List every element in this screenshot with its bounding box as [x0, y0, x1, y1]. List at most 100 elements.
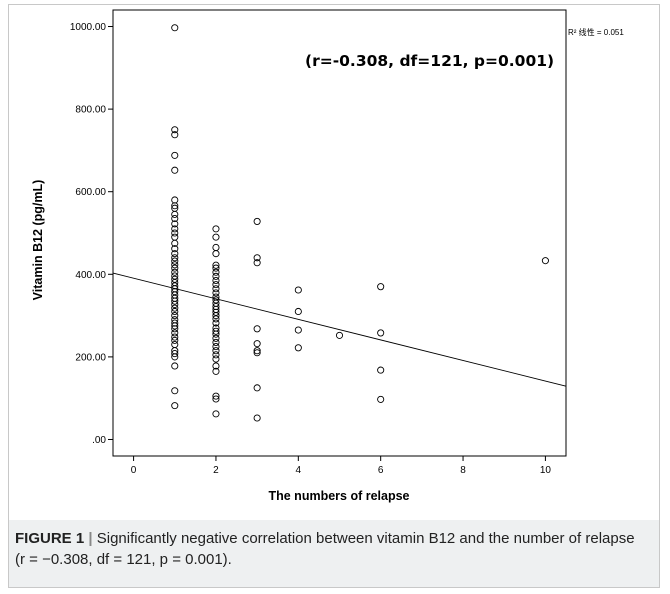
y-tick-label: 400.00 — [75, 270, 106, 281]
figure-caption: FIGURE 1 | Significantly negative correl… — [15, 528, 645, 570]
y-axis-title: Vitamin B12 (pg/mL) — [31, 180, 45, 301]
data-point — [212, 367, 220, 375]
caption-band — [9, 520, 659, 587]
data-point — [212, 276, 220, 285]
data-point — [171, 126, 179, 134]
data-point — [294, 286, 302, 294]
data-point — [171, 261, 179, 269]
data-point — [377, 366, 385, 374]
data-point — [212, 343, 220, 351]
x-axis: 0 2 4 6 8 10 — [131, 456, 552, 476]
data-point — [377, 283, 385, 291]
data-point — [253, 384, 261, 392]
data-point — [212, 261, 220, 269]
y-tick-label: 1000.00 — [70, 22, 107, 33]
data-point — [171, 220, 179, 228]
data-point — [171, 325, 179, 333]
r-squared-label: R² 线性 = 0.051 — [568, 27, 624, 37]
data-point — [171, 131, 179, 139]
x-tick-label: 6 — [378, 465, 384, 476]
data-point — [253, 325, 261, 333]
data-point — [212, 315, 220, 323]
y-tick-label: 200.00 — [75, 352, 106, 363]
data-point — [212, 268, 220, 276]
data-point — [171, 254, 179, 262]
plot-area — [112, 9, 567, 457]
data-point — [212, 395, 220, 403]
data-point — [171, 362, 179, 370]
data-point — [171, 297, 179, 305]
data-point — [212, 285, 220, 293]
data-point — [171, 239, 179, 247]
data-point — [212, 334, 220, 342]
data-point — [171, 312, 179, 320]
x-tick-label: 2 — [213, 465, 219, 476]
data-points — [171, 24, 549, 422]
data-point — [171, 151, 179, 159]
data-point — [171, 257, 179, 265]
data-point — [212, 319, 220, 327]
data-point — [171, 307, 179, 316]
data-point — [212, 355, 220, 363]
data-point — [171, 322, 179, 330]
data-point — [171, 225, 179, 233]
data-point — [171, 353, 179, 361]
data-point — [294, 344, 302, 352]
figure-separator: | — [88, 530, 93, 547]
data-point — [171, 333, 179, 341]
data-point — [171, 202, 179, 210]
data-point — [212, 351, 220, 359]
data-point — [377, 395, 385, 403]
data-point — [212, 225, 220, 233]
data-point — [212, 392, 220, 400]
data-point — [212, 330, 220, 338]
data-point — [294, 307, 302, 316]
caption-text: Significantly negative correlation betwe… — [15, 530, 635, 568]
data-point — [212, 362, 220, 370]
data-point — [212, 264, 220, 272]
data-point — [171, 214, 179, 223]
x-tick-label: 8 — [460, 465, 466, 476]
x-tick-label: 10 — [540, 465, 552, 476]
data-point — [171, 387, 179, 395]
data-point — [171, 229, 179, 237]
data-point — [212, 410, 220, 418]
data-point — [253, 349, 261, 357]
data-point — [212, 338, 220, 346]
data-point — [335, 331, 344, 339]
regression-line — [112, 272, 567, 387]
data-point — [212, 289, 220, 297]
data-point — [253, 347, 261, 355]
data-point — [212, 281, 220, 289]
data-point — [253, 414, 261, 422]
x-tick-label: 0 — [131, 465, 137, 476]
correlation-annotation: (r=-0.308, df=121, p=0.001) — [305, 52, 554, 70]
data-point — [253, 340, 261, 348]
data-point — [171, 264, 179, 272]
figure-label: FIGURE 1 — [15, 530, 85, 547]
data-point — [171, 300, 179, 308]
data-point — [253, 259, 261, 267]
data-point — [171, 336, 179, 344]
data-point — [212, 327, 220, 335]
data-point — [171, 24, 179, 32]
y-tick-label: 800.00 — [75, 105, 106, 116]
data-point — [171, 402, 179, 410]
data-point — [212, 272, 220, 280]
data-point — [171, 304, 179, 312]
y-axis: .00 200.00 400.00 600.00 800.00 1000.00 — [70, 22, 113, 446]
x-axis-title: The numbers of relapse — [268, 489, 409, 503]
data-point — [171, 250, 179, 258]
data-point — [212, 233, 220, 241]
y-tick-label: .00 — [92, 435, 106, 446]
data-point — [171, 166, 179, 174]
data-point — [171, 210, 179, 218]
data-point — [253, 254, 261, 262]
data-point — [377, 329, 385, 337]
data-point — [171, 329, 179, 337]
data-point — [541, 257, 549, 265]
y-tick-label: 600.00 — [75, 187, 106, 198]
data-point — [253, 217, 261, 225]
data-point — [212, 312, 220, 320]
